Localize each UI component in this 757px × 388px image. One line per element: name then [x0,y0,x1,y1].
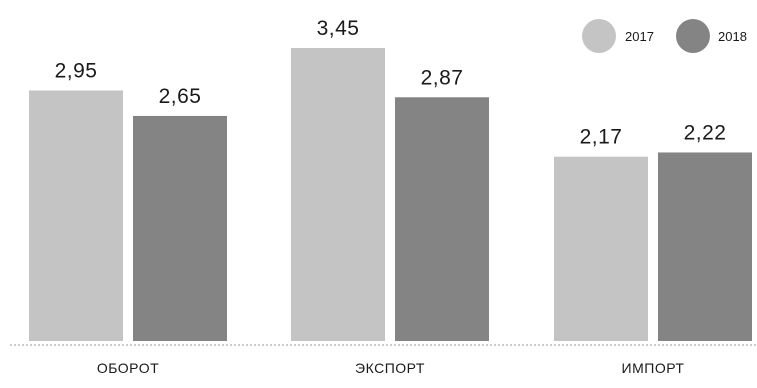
bar-3-series-1 [554,156,648,341]
legend-swatch-2 [676,19,710,53]
category-labels: ОБОРОТ ЭКСПОРТ ИМПОРТ [97,360,685,376]
bar-2-series-1 [291,48,385,341]
bar-1-series-1 [29,90,123,341]
value-label-1-series-2: 2,65 [159,85,202,108]
bar-2-series-2 [395,97,489,342]
category-label-1: ОБОРОТ [97,360,159,376]
legend-swatch-1 [582,19,616,53]
bars [29,48,752,342]
legend: 2017 2018 [582,19,747,53]
value-labels: 2,95 2,65 3,45 2,87 2,17 2,22 [55,17,727,149]
category-label-3: ИМПОРТ [622,360,685,376]
legend-label-1: 2017 [625,29,654,44]
category-label-2: ЭКСПОРТ [355,360,425,376]
bar-1-series-2 [133,115,227,341]
value-label-3-series-1: 2,17 [580,126,623,149]
value-label-1-series-1: 2,95 [55,59,98,82]
bar-3-series-2 [658,152,752,341]
legend-label-2: 2018 [718,29,747,44]
value-label-2-series-2: 2,87 [421,66,464,89]
value-label-3-series-2: 2,22 [684,121,727,144]
value-label-2-series-1: 3,45 [317,17,360,40]
